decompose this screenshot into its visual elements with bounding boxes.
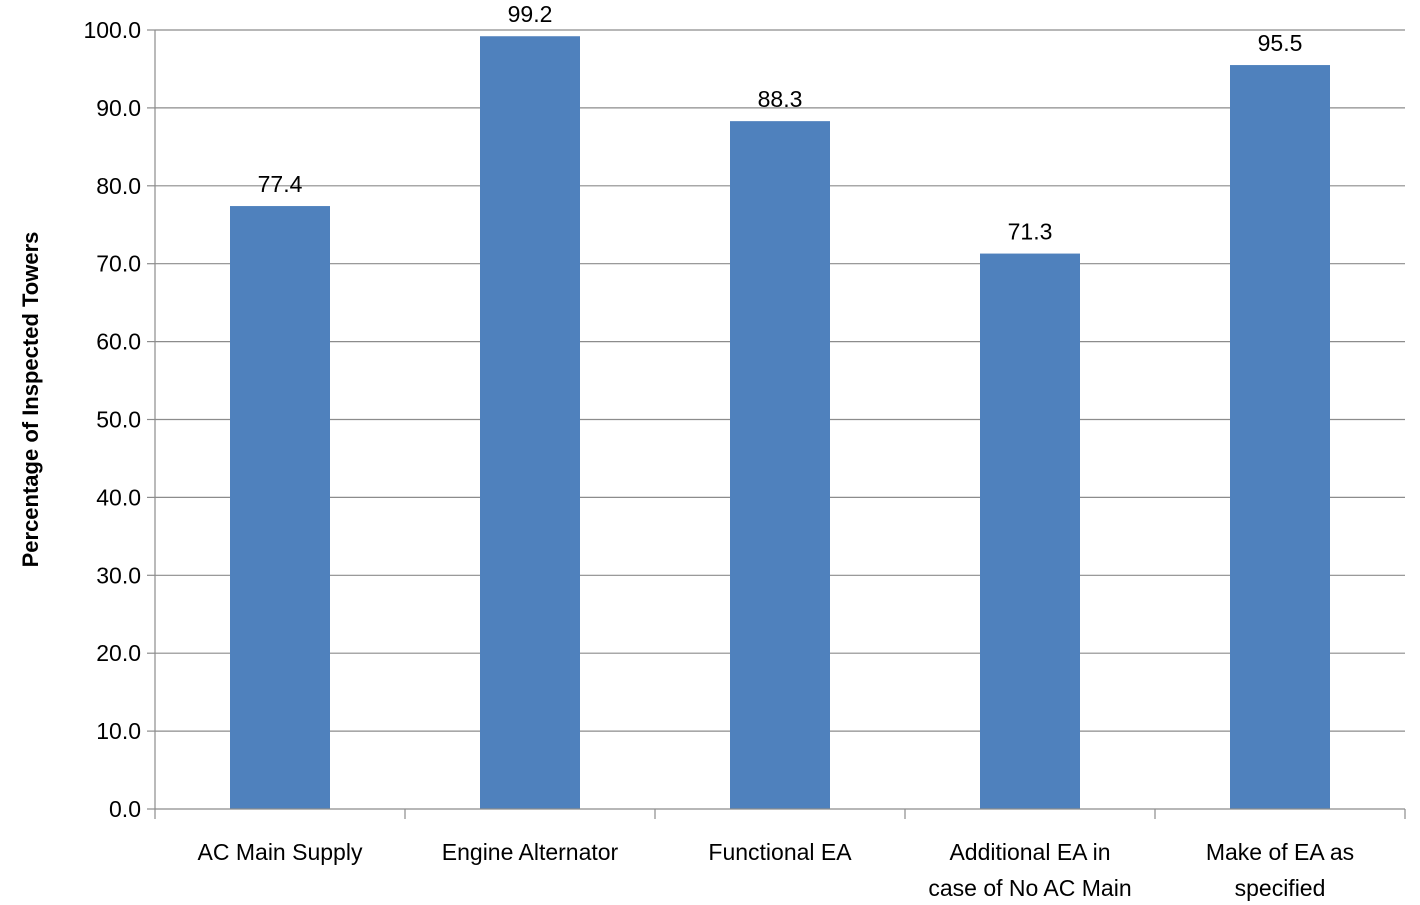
- x-tick-label: AC Main Supply: [198, 839, 363, 865]
- y-tick-label: 70.0: [96, 251, 141, 277]
- y-tick-label: 100.0: [83, 17, 141, 43]
- bar: [980, 253, 1080, 809]
- axes: [154, 30, 1406, 819]
- y-tick-label: 30.0: [96, 562, 141, 588]
- bar: [1230, 65, 1330, 810]
- bar: [230, 206, 330, 809]
- y-tick-label: 80.0: [96, 173, 141, 199]
- y-tick-label: 40.0: [96, 484, 141, 510]
- y-tick-labels: 0.0 10.0 20.0 30.0 40.0 50.0 60.0 70.0 80.0 90.0 1…: [83, 17, 141, 822]
- bar: [480, 36, 580, 810]
- y-axis-title: Percentage of Inspected Towers: [18, 232, 43, 568]
- x-tick-label: case of No AC Main: [928, 875, 1131, 901]
- x-tick-label: Functional EA: [708, 839, 852, 865]
- y-tick-label: 50.0: [96, 407, 141, 433]
- data-labels: 77.4 99.2 88.3 71.3 95.5: [258, 1, 1303, 244]
- data-label: 71.3: [1008, 219, 1053, 245]
- data-label: 88.3: [758, 86, 803, 112]
- x-tick-label: Engine Alternator: [442, 839, 619, 865]
- x-tick-label: specified: [1235, 875, 1326, 901]
- y-tick-label: 90.0: [96, 95, 141, 121]
- bars: [230, 36, 1330, 810]
- data-label: 99.2: [508, 1, 553, 27]
- y-tick-label: 60.0: [96, 329, 141, 355]
- bar: [730, 121, 830, 809]
- y-tick-label: 10.0: [96, 718, 141, 744]
- x-tick-label: Additional EA in: [949, 839, 1110, 865]
- x-tick-labels: AC Main Supply Engine Alternator Functiona…: [198, 839, 1355, 901]
- y-tick-label: 0.0: [109, 796, 141, 822]
- data-label: 95.5: [1258, 30, 1303, 56]
- x-tick-label: Make of EA as: [1206, 839, 1354, 865]
- data-label: 77.4: [258, 171, 303, 197]
- y-tick-label: 20.0: [96, 640, 141, 666]
